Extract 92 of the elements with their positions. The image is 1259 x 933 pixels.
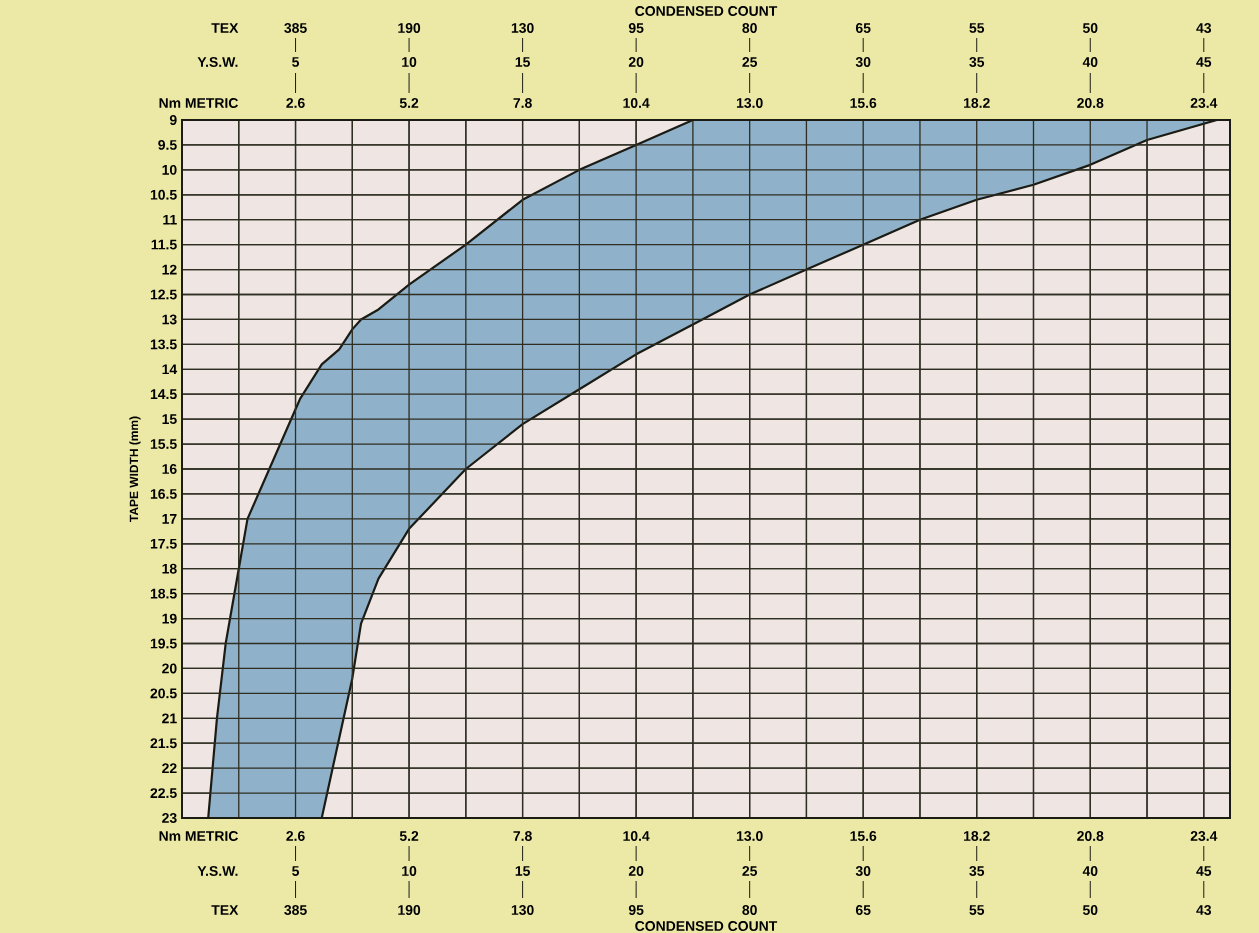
y-tick-label: 13 xyxy=(162,314,177,325)
x2-tick-label: 7.8 xyxy=(513,831,532,841)
text: CONDENSED COUNT xyxy=(635,921,778,931)
text: 25 xyxy=(742,866,758,876)
y-tick-label: 22.5 xyxy=(150,788,177,799)
text: 15 xyxy=(515,866,530,876)
text: 40 xyxy=(1082,57,1098,67)
text: 30 xyxy=(855,866,871,876)
y-tick-label: 20 xyxy=(162,663,177,674)
x-tick-label: 5.2 xyxy=(399,98,419,108)
text: 15 xyxy=(515,57,530,67)
y-tick-label: 19 xyxy=(162,613,177,624)
y-tick-label: 9.5 xyxy=(158,139,177,150)
y-tick-label: 21.5 xyxy=(150,738,177,749)
text: 5 xyxy=(292,866,300,876)
text: 35 xyxy=(969,866,985,876)
y-axis-title: TAPE WIDTH (mm) xyxy=(129,416,141,522)
text: 130 xyxy=(511,23,534,33)
text: 385 xyxy=(284,905,307,915)
text: 130 xyxy=(511,905,534,915)
text: 65 xyxy=(855,905,871,915)
text: 190 xyxy=(398,905,421,915)
text: 40 xyxy=(1082,866,1098,876)
x-tick-label: 23.4 xyxy=(1190,98,1218,108)
y-tick-label: 20.5 xyxy=(150,688,177,699)
x-tick-label: 7.8 xyxy=(513,98,532,108)
y-tick-label: 10.5 xyxy=(150,189,177,200)
text: 50 xyxy=(1082,905,1098,915)
y-tick-label: 21 xyxy=(162,713,177,724)
text: Nm METRIC xyxy=(159,98,238,108)
text: 43 xyxy=(1196,905,1212,915)
text: 50 xyxy=(1082,23,1098,33)
text: 43 xyxy=(1196,23,1212,33)
x-tick-label: 18.2 xyxy=(964,98,990,108)
y-tick-label: 12.5 xyxy=(150,289,177,300)
x2-tick-label: 10.4 xyxy=(623,831,650,841)
x-tick-label: 20.8 xyxy=(1077,98,1104,108)
text: Nm METRIC xyxy=(159,831,238,841)
text: 385 xyxy=(284,23,307,33)
y-tick-label: 23 xyxy=(162,813,177,823)
text: 95 xyxy=(628,905,644,915)
text: TEX xyxy=(211,23,239,33)
text: 65 xyxy=(855,23,871,33)
y-tick-label: 18 xyxy=(162,563,177,574)
x2-tick-label: 15.6 xyxy=(850,831,877,841)
text: 5 xyxy=(292,57,300,67)
text: 25 xyxy=(742,57,758,67)
y-tick-label: 13.5 xyxy=(150,339,177,350)
text: 80 xyxy=(742,905,757,915)
y-tick-label: 15.5 xyxy=(150,439,177,449)
y-tick-label: 9 xyxy=(169,115,177,125)
y-tick-label: 17 xyxy=(162,514,177,524)
y-tick-label: 16.5 xyxy=(150,488,177,499)
y-tick-label: 15 xyxy=(162,414,177,425)
x2-tick-label: 2.6 xyxy=(286,831,305,841)
y-tick-label: 22 xyxy=(162,763,177,774)
text: 45 xyxy=(1196,57,1212,67)
y-tick-label: 11 xyxy=(163,214,177,225)
x2-tick-label: 20.8 xyxy=(1077,831,1104,841)
x2-tick-label: 13.0 xyxy=(736,831,763,841)
y-tick-label: 10 xyxy=(162,164,177,175)
text: 20 xyxy=(628,57,644,67)
x-tick-label: 13.0 xyxy=(736,98,763,108)
text: 10 xyxy=(402,57,417,67)
x2-tick-label: 18.2 xyxy=(964,831,990,841)
text: Y.S.W. xyxy=(197,866,238,876)
text: Y.S.W. xyxy=(197,57,238,67)
y-tick-label: 19.5 xyxy=(150,638,177,649)
y-tick-label: 14.5 xyxy=(150,389,177,400)
text: 190 xyxy=(398,23,421,33)
y-tick-label: 14 xyxy=(162,364,178,375)
text: CONDENSED COUNT xyxy=(635,6,778,16)
text: 55 xyxy=(969,23,985,33)
text: 95 xyxy=(628,23,644,33)
text: 55 xyxy=(969,905,985,915)
text: TEX xyxy=(211,905,239,915)
y-tick-label: 11.5 xyxy=(151,239,177,250)
y-tick-label: 16 xyxy=(162,464,177,474)
x-tick-label: 15.6 xyxy=(850,98,877,108)
text: 30 xyxy=(855,57,871,67)
text: 20 xyxy=(628,866,644,876)
y-tick-label: 17.5 xyxy=(150,538,177,549)
x2-tick-label: 23.4 xyxy=(1190,831,1218,841)
text: 45 xyxy=(1196,866,1212,876)
y-tick-label: 12 xyxy=(162,264,177,275)
text: 80 xyxy=(742,23,757,33)
x-tick-label: 2.6 xyxy=(286,98,305,108)
text: 10 xyxy=(402,866,417,876)
y-tick-label: 18.5 xyxy=(150,588,177,599)
x-tick-label: 10.4 xyxy=(623,98,650,108)
text: 35 xyxy=(969,57,985,67)
x2-tick-label: 5.2 xyxy=(399,831,419,841)
